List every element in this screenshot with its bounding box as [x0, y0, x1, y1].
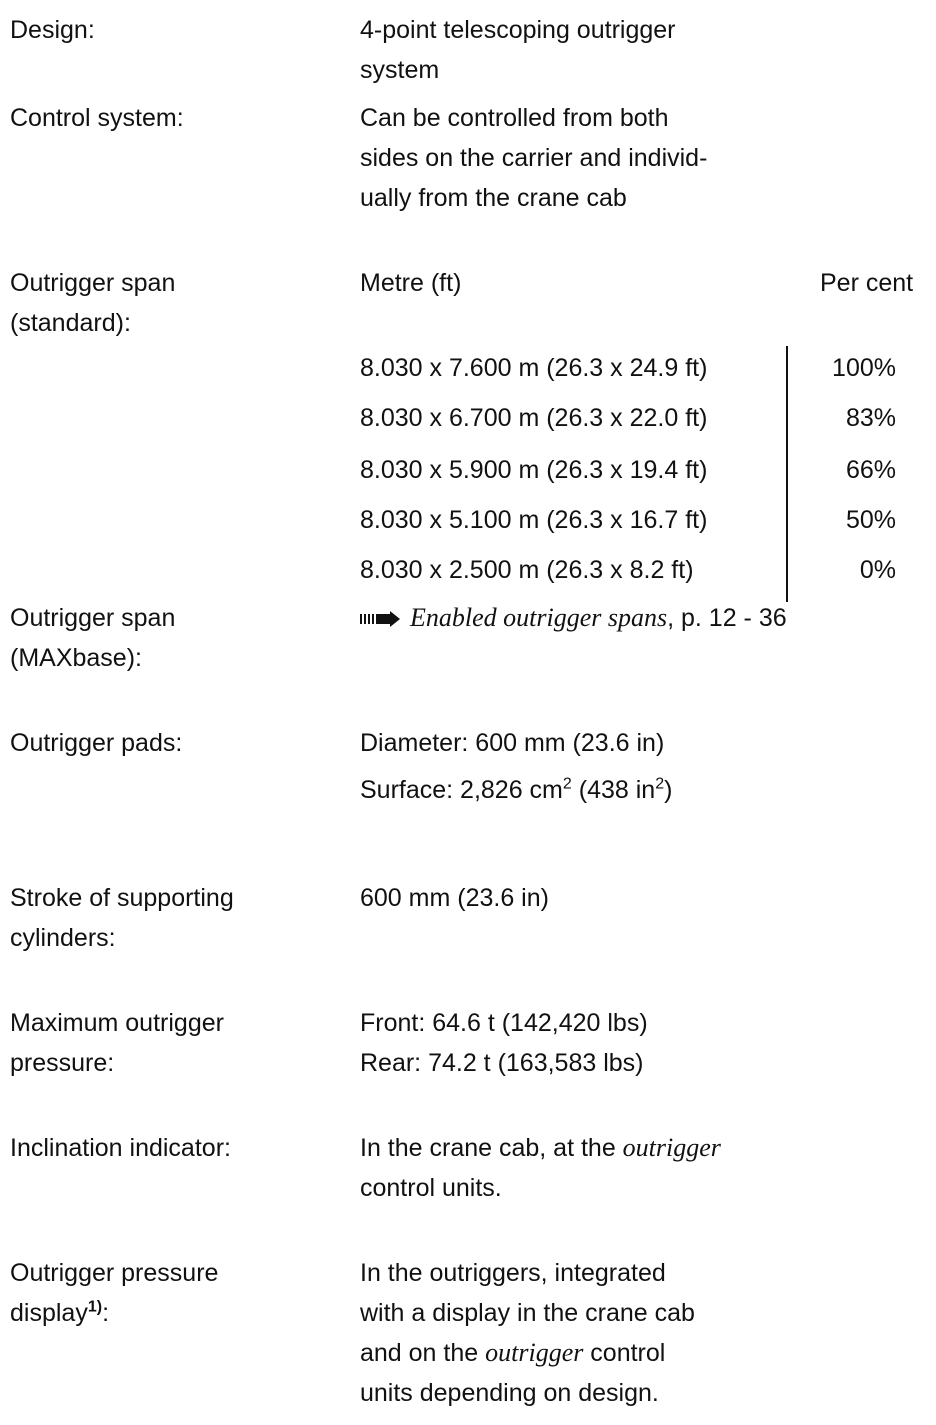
label: cylinders: — [10, 924, 116, 952]
value: and on the outrigger control — [360, 1333, 665, 1373]
span-size: 8.030 x 5.100 m (26.3 x 16.7 ft) — [360, 506, 708, 534]
column-header: Per cent — [820, 269, 914, 297]
span-percent: 0% — [859, 556, 896, 584]
label: Outrigger span — [10, 604, 176, 632]
label: Inclination indicator: — [10, 1134, 231, 1162]
value: control units. — [360, 1174, 502, 1202]
span-percent: 83% — [845, 404, 896, 432]
text: ) — [664, 776, 673, 804]
value: Diameter: 600 mm (23.6 in) — [360, 729, 665, 757]
reference: Enabled outrigger spans, p. 12 - 36 — [360, 598, 787, 638]
page-ref: , p. 12 - 36 — [667, 604, 787, 632]
label: Outrigger pressure — [10, 1259, 219, 1287]
sup: 2 — [562, 775, 572, 793]
value: Can be controlled from both — [360, 104, 669, 132]
text: Surface: 2,826 cm — [360, 776, 563, 804]
span-percent: 100% — [832, 354, 896, 382]
label: Design: — [10, 16, 95, 44]
value: with a display in the crane cab — [360, 1299, 695, 1327]
label: Outrigger span — [10, 269, 176, 297]
label: Outrigger pads: — [10, 729, 183, 757]
text: : — [102, 1299, 110, 1327]
italic-text: outrigger — [485, 1338, 584, 1367]
text: control — [583, 1339, 666, 1367]
italic-text: outrigger — [622, 1133, 721, 1162]
text: (438 in — [571, 776, 656, 804]
sup: 2 — [655, 775, 665, 793]
span-size: 8.030 x 2.500 m (26.3 x 8.2 ft) — [360, 556, 694, 584]
text: and on the — [360, 1339, 486, 1367]
label: Control system: — [10, 104, 184, 132]
label: (standard): — [10, 309, 131, 337]
value: Rear: 74.2 t (163,583 lbs) — [360, 1049, 644, 1077]
arrow-icon — [360, 611, 400, 628]
span-size: 8.030 x 5.900 m (26.3 x 19.4 ft) — [360, 456, 708, 484]
label: (MAXbase): — [10, 644, 142, 672]
text: In the crane cab, at the — [360, 1134, 623, 1162]
value: 4-point telescoping outrigger — [360, 16, 676, 44]
span-percent: 66% — [845, 456, 896, 484]
label: Maximum outrigger — [10, 1009, 224, 1037]
column-header: Metre (ft) — [360, 269, 462, 297]
value: 600 mm (23.6 in) — [360, 884, 549, 912]
value: In the crane cab, at the outrigger — [360, 1128, 721, 1168]
table-divider — [786, 346, 788, 602]
value: In the outriggers, integrated — [360, 1259, 666, 1287]
span-size: 8.030 x 6.700 m (26.3 x 22.0 ft) — [360, 404, 708, 432]
value: system — [360, 56, 440, 84]
span-size: 8.030 x 7.600 m (26.3 x 24.9 ft) — [360, 354, 708, 382]
value: units depending on design. — [360, 1379, 659, 1407]
text: display — [10, 1299, 88, 1327]
value: sides on the carrier and individ- — [360, 144, 708, 172]
value: Front: 64.6 t (142,420 lbs) — [360, 1009, 648, 1037]
link-text[interactable]: Enabled outrigger spans — [410, 603, 668, 632]
label: Stroke of supporting — [10, 884, 234, 912]
span-percent: 50% — [845, 506, 896, 534]
label: display1): — [10, 1293, 109, 1333]
label: pressure: — [10, 1049, 115, 1077]
value: Surface: 2,826 cm2 (438 in2) — [360, 770, 672, 810]
footnote: 1) — [87, 1298, 103, 1316]
value: ually from the crane cab — [360, 184, 627, 212]
